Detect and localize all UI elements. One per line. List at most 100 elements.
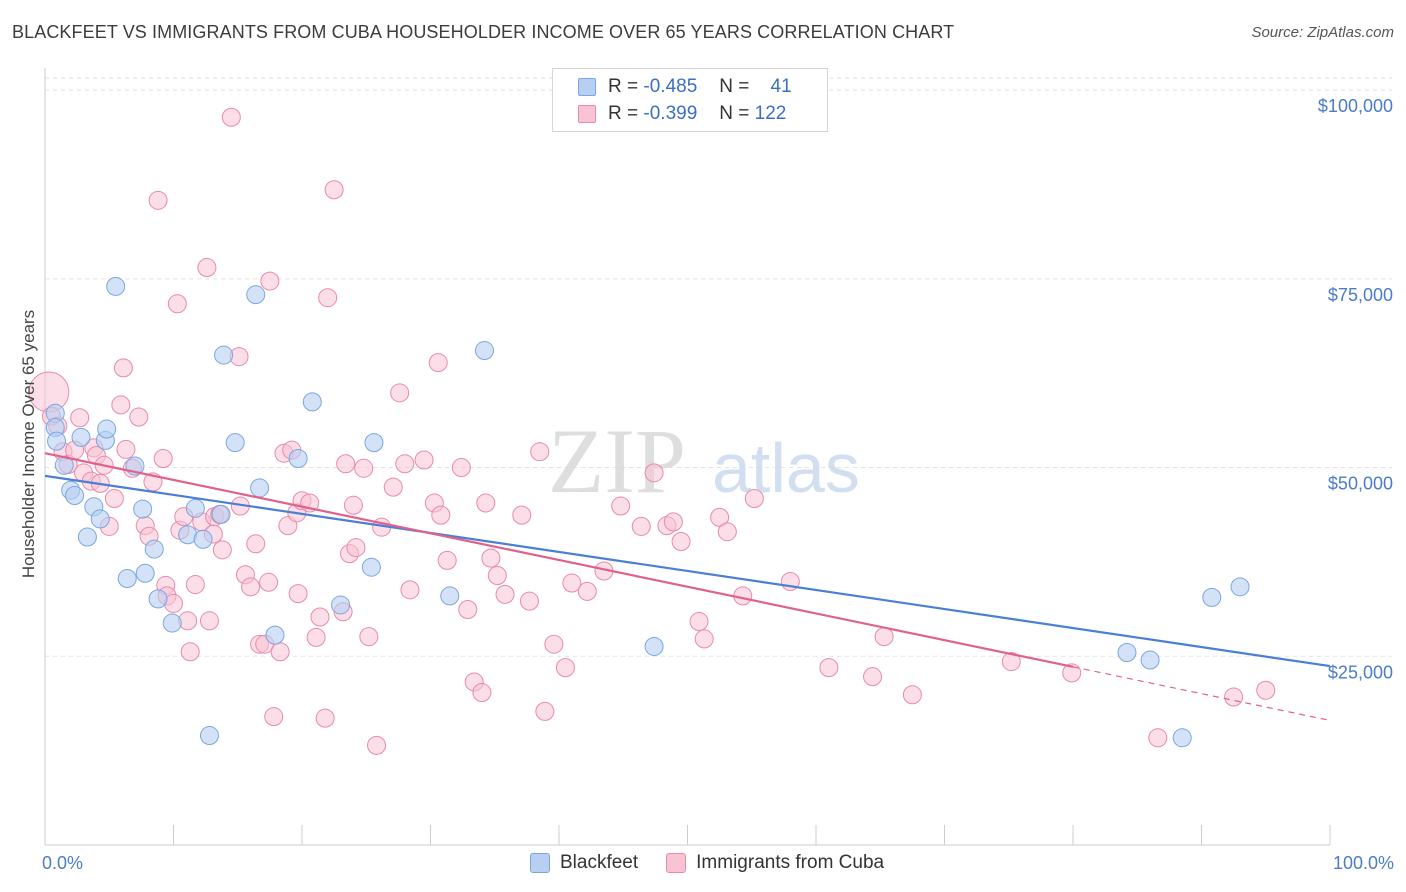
- cuba-point: [428, 353, 448, 373]
- blackfeet-point: [288, 448, 308, 468]
- blackfeet-point: [71, 427, 91, 447]
- cuba-point: [431, 505, 451, 525]
- cuba-point: [544, 634, 564, 654]
- y-tick-label: $100,000: [1318, 96, 1393, 116]
- blackfeet-swatch: [578, 78, 596, 96]
- n-label: N =: [719, 103, 750, 124]
- r-value: -0.485: [643, 76, 698, 97]
- cuba-legend-swatch: [666, 853, 687, 873]
- cuba-point: [819, 658, 839, 678]
- blackfeet-point: [47, 431, 67, 451]
- blackfeet-point: [65, 485, 85, 505]
- blackfeet-trendline: [44, 474, 1331, 668]
- blackfeet-point: [185, 498, 205, 518]
- cuba-point: [1256, 680, 1276, 700]
- cuba-point: [288, 584, 308, 604]
- cuba-point: [487, 566, 507, 585]
- source-label: Source: ZipAtlas.com: [1251, 24, 1394, 41]
- cuba-point: [367, 735, 387, 755]
- cuba-point: [346, 538, 366, 558]
- blackfeet-point: [117, 569, 137, 589]
- cuba-point: [1001, 652, 1021, 672]
- blackfeet-point: [1140, 650, 1160, 670]
- cuba-point: [318, 288, 338, 308]
- cuba-trendline-extension: [1072, 666, 1331, 722]
- cuba-point: [241, 577, 261, 597]
- x-tick-label: 0.0%: [42, 853, 83, 873]
- y-tick-label: $25,000: [1328, 662, 1393, 682]
- cuba-point: [611, 496, 631, 516]
- cuba-point: [451, 458, 471, 478]
- blackfeet-point: [199, 726, 219, 746]
- blackfeet-point: [1230, 577, 1250, 597]
- axes: [44, 68, 1331, 846]
- cuba-point: [212, 540, 232, 560]
- cuba-point: [744, 489, 764, 508]
- cuba-trendline: [44, 452, 1074, 668]
- blackfeet-point: [211, 504, 231, 524]
- x-tick-label: 100.0%: [1333, 853, 1394, 873]
- y-tick-label: $50,000: [1328, 474, 1393, 494]
- blackfeet-point: [302, 392, 322, 412]
- y-axis-label: Householder Income Over 65 years: [19, 310, 38, 578]
- cuba-point: [259, 572, 279, 592]
- cuba-swatch: [578, 105, 596, 123]
- n-label: N =: [719, 76, 750, 97]
- blackfeet-point: [225, 433, 245, 453]
- cuba-point: [395, 454, 415, 474]
- cuba-point: [577, 581, 597, 601]
- cuba-point: [562, 573, 582, 593]
- cuba-point: [310, 607, 330, 627]
- cuba-point: [671, 532, 691, 552]
- cuba-point: [512, 505, 532, 525]
- blackfeet-point: [77, 527, 97, 547]
- watermark-zip: ZIP: [548, 410, 686, 512]
- watermark-atlas: atlas: [712, 429, 860, 507]
- cuba-point: [1148, 728, 1168, 748]
- legend-row-cuba: R = -0.399 N = 122: [553, 101, 786, 127]
- cuba-point: [535, 701, 555, 721]
- blackfeet-legend-swatch: [530, 853, 550, 873]
- cuba-point: [717, 522, 737, 542]
- r-label: R =: [608, 76, 639, 97]
- cuba-point: [113, 358, 133, 378]
- cuba-point: [530, 442, 550, 462]
- cuba-point: [555, 658, 575, 678]
- cuba-point: [180, 642, 200, 662]
- cuba-point: [437, 550, 457, 570]
- cuba-point: [481, 548, 501, 568]
- correlation-legend: R = -0.485 N = 41 R = -0.399 N = 122: [552, 68, 828, 132]
- n-value: 41: [770, 76, 792, 97]
- cuba-point: [264, 707, 284, 727]
- legend-row-blackfeet: R = -0.485 N = 41: [553, 74, 792, 100]
- chart-title: BLACKFEET VS IMMIGRANTS FROM CUBA HOUSEH…: [12, 22, 955, 42]
- cuba-point: [167, 294, 187, 314]
- blackfeet-point: [193, 529, 213, 549]
- blackfeet-point: [135, 563, 155, 583]
- cuba-point: [1062, 663, 1082, 683]
- r-label: R =: [608, 103, 639, 124]
- cuba-point: [359, 627, 379, 647]
- cuba-point: [383, 477, 403, 497]
- blackfeet-point: [440, 586, 460, 606]
- cuba-point: [148, 190, 168, 210]
- cuba-point: [644, 463, 664, 483]
- cuba-point: [863, 667, 883, 687]
- cuba-point: [270, 642, 290, 662]
- blackfeet-point: [250, 478, 270, 498]
- blackfeet-point: [1202, 587, 1222, 607]
- blackfeet-legend-label: Blackfeet: [560, 852, 639, 873]
- blackfeet-point: [90, 509, 110, 529]
- blackfeet-point: [265, 625, 285, 645]
- blackfeet-point: [361, 557, 381, 577]
- blackfeet-point: [214, 345, 234, 365]
- cuba-point: [495, 584, 515, 604]
- tick-labels: $100,000 $75,000 $50,000 $25,000 0.0% 100.0%: [42, 96, 1394, 873]
- blackfeet-point: [148, 589, 168, 609]
- cuba-point: [246, 534, 266, 554]
- cuba-point: [343, 495, 363, 515]
- cuba-point: [1224, 687, 1244, 707]
- cuba-point: [414, 450, 434, 470]
- cuba-point: [185, 575, 205, 595]
